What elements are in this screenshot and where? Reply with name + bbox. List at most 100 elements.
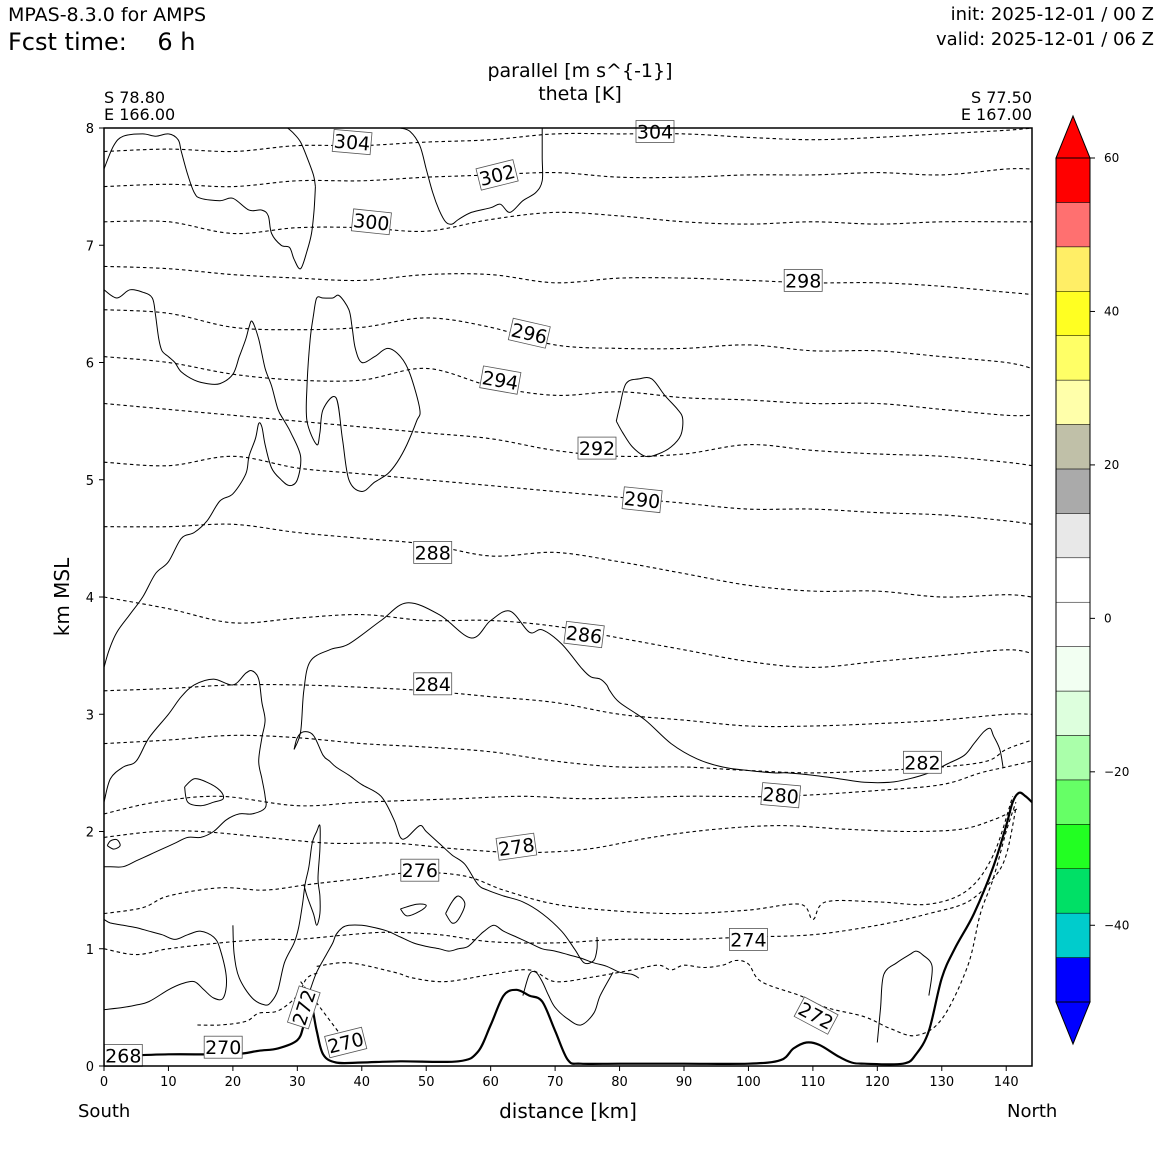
theta-contour-276	[104, 796, 1014, 920]
wind-zero-contour	[106, 838, 121, 850]
y-tick-label: 5	[86, 474, 94, 489]
x-tick-label: 100	[736, 1075, 761, 1090]
theta-label-text: 304	[637, 122, 673, 144]
theta-label-box	[350, 208, 392, 236]
y-tick-label: 0	[86, 1060, 94, 1075]
wind-zero-contour	[104, 133, 316, 270]
theta-label-text: 304	[333, 131, 371, 156]
theta-label-box	[479, 365, 522, 395]
theta-label-box	[760, 782, 802, 809]
theta-label-text: 292	[579, 438, 615, 460]
left-endpoint-lat: S 78.80	[104, 88, 166, 107]
theta-label-box	[563, 620, 605, 649]
x-tick-label: 90	[676, 1075, 693, 1090]
theta-label-box	[324, 1026, 368, 1059]
colorbar-segment	[1055, 646, 1091, 692]
x-axis-ticks: 0 10 20 30 40 50 60 70 80 90 100 110 120 130 140	[100, 1066, 1019, 1090]
x-tick-label: 30	[289, 1075, 306, 1090]
wind-zero-contour	[400, 128, 544, 225]
theta-label-box	[475, 159, 519, 191]
colorbar: −40 −20 0 20 40 60	[1055, 114, 1129, 1046]
right-endpoint: S 77.50 E 167.00	[961, 89, 1032, 123]
theta-label-box	[577, 436, 617, 460]
wind-zero-contour	[305, 294, 421, 492]
theta-label-box	[286, 985, 321, 1030]
theta-label-box	[635, 120, 675, 143]
theta-label-box	[729, 928, 768, 951]
theta-contour-282	[104, 734, 1032, 774]
theta-contour-284	[104, 684, 1032, 728]
theta-label-268: 268	[103, 1044, 143, 1067]
theta-label-300: 300	[350, 208, 392, 236]
y-tick-label: 7	[86, 239, 94, 254]
wind-zero-contour	[445, 895, 466, 924]
x-axis-label: distance [km]	[499, 1099, 637, 1123]
theta-label-text: 288	[415, 542, 451, 564]
theta-label-box	[507, 317, 551, 349]
theta-contour-298	[104, 265, 1032, 296]
theta-label-box	[495, 832, 538, 861]
x-tick-label: 60	[482, 1075, 499, 1090]
y-tick-label: 1	[86, 943, 94, 958]
wind-zero-contour	[104, 918, 228, 1011]
theta-contour-280	[104, 760, 1032, 815]
colorbar-segment	[1055, 957, 1091, 1003]
colorbar-segment	[1055, 202, 1091, 248]
x-tick-label: 20	[225, 1075, 242, 1090]
right-endpoint-lon: E 167.00	[960, 105, 1032, 124]
theta-label-270: 270	[324, 1026, 368, 1059]
theta-label-284: 284	[413, 672, 453, 696]
theta-label-294: 294	[479, 365, 522, 395]
x-tick-label: 80	[611, 1075, 628, 1090]
y-tick-label: 4	[86, 591, 94, 606]
south-label: South	[78, 1101, 131, 1122]
theta-label-text: 268	[105, 1045, 141, 1067]
colorbar-tick-label: 40	[1104, 304, 1119, 318]
wind-zero-contour	[293, 602, 1004, 784]
theta-label-box	[793, 996, 839, 1035]
terrain-profile	[104, 791, 1032, 1066]
theta-label-text: 280	[762, 784, 800, 809]
theta-contour-278	[104, 807, 1020, 854]
theta-label-292: 292	[577, 436, 617, 460]
theta-contour-296	[104, 309, 1032, 369]
wind-zero-contour	[287, 128, 316, 187]
theta-label-304: 304	[635, 120, 675, 144]
theta-contour-294	[104, 356, 1032, 417]
y-tick-label: 3	[86, 708, 94, 723]
field-title-wind: parallel [m s^{-1}]	[487, 60, 673, 82]
theta-label-box	[203, 1035, 243, 1059]
theta-contour-304	[104, 128, 1032, 153]
colorbar-segment	[1055, 912, 1091, 958]
valid-time: valid: 2025-12-01 / 06 Z	[936, 29, 1154, 50]
x-tick-label: 10	[160, 1075, 177, 1090]
colorbar-tick-label: 0	[1104, 611, 1112, 625]
theta-label-276: 276	[400, 858, 440, 882]
theta-label-290: 290	[621, 486, 663, 514]
wind-zero-contour	[293, 731, 598, 965]
theta-label-304: 304	[331, 129, 373, 156]
theta-label-text: 274	[730, 929, 766, 951]
theta-label-288: 288	[413, 541, 453, 564]
theta-label-box	[621, 486, 663, 514]
colorbar-segment	[1055, 157, 1091, 203]
plot-frame	[103, 127, 1033, 1067]
wind-zero-contour	[876, 950, 933, 1043]
colorbar-segment	[1055, 735, 1091, 781]
x-tick-label: 40	[354, 1075, 371, 1090]
theta-label-text: 284	[415, 674, 451, 696]
theta-label-text: 300	[352, 210, 390, 236]
theta-label-text: 282	[904, 752, 940, 774]
theta-label-box	[400, 858, 440, 882]
wind-zero-contour	[309, 924, 640, 990]
wind-zero-contour	[400, 903, 427, 917]
theta-contour-274	[104, 807, 1017, 956]
colorbar-segment	[1055, 601, 1091, 647]
theta-label-text: 278	[497, 834, 536, 861]
theta-contour-272	[316, 802, 1017, 1037]
colorbar-extend-max	[1055, 114, 1091, 159]
theta-label-298: 298	[783, 268, 823, 292]
x-tick-label: 0	[100, 1075, 108, 1090]
theta-label-text: 276	[402, 860, 438, 882]
theta-contour-300	[104, 211, 1032, 235]
